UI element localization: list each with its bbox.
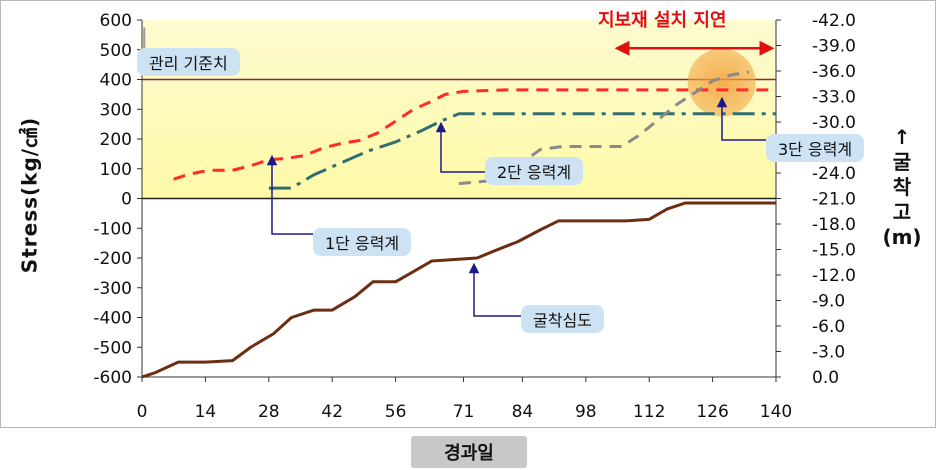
y-right-tick-label: -6.0 xyxy=(812,317,845,337)
callout-stage1: 1단 응력계 xyxy=(313,228,412,256)
y-left-tick-label: 300 xyxy=(100,100,132,120)
callout-stage2: 2단 응력계 xyxy=(485,157,584,185)
y-axis-right-label-arrow: ↑ xyxy=(893,125,911,149)
series-line-4 xyxy=(141,201,776,379)
callout-threshold: 관리 기준치 xyxy=(137,48,240,76)
y-axis-right-label-unit: (m) xyxy=(882,225,922,249)
y-right-tick-label: -15.0 xyxy=(812,241,856,261)
x-tick-label: 56 xyxy=(385,402,407,422)
y-axis-right-label-char3: 고 xyxy=(892,200,912,224)
y-left-tick-label: -500 xyxy=(93,338,132,358)
y-left-tick-label: 400 xyxy=(100,71,132,91)
y-right-tick-label: -36.0 xyxy=(812,62,856,82)
y-right-tick-label: -3.0 xyxy=(812,343,845,363)
x-tick-label: 112 xyxy=(633,402,665,422)
x-tick-label: 42 xyxy=(321,402,343,422)
y-right-tick-label: -9.0 xyxy=(812,292,845,312)
y-left-tick-label: -300 xyxy=(93,279,132,299)
y-right-tick-label: 0.0 xyxy=(812,368,839,388)
y-axis-right-label-char2: 착 xyxy=(892,175,912,199)
y-right-tick-label: -30.0 xyxy=(812,113,856,133)
x-tick-label: 84 xyxy=(512,402,534,422)
x-tick-label: 126 xyxy=(696,402,728,422)
y-left-tick-label: 0 xyxy=(121,190,132,210)
y-left-tick-label: -200 xyxy=(93,249,132,269)
y-right-tick-label: -21.0 xyxy=(812,190,856,210)
x-tick-label: 14 xyxy=(195,402,217,422)
y-right-tick-label: -12.0 xyxy=(812,266,856,286)
y-right-tick-label: -18.0 xyxy=(812,215,856,235)
pointer-stage1 xyxy=(266,154,313,235)
y-axis-left-label-text: Stress(kg/㎠) xyxy=(17,116,42,274)
y-right-tick-label: -33.0 xyxy=(812,88,856,108)
plot-bg-lower xyxy=(142,198,776,377)
x-tick-label: 28 xyxy=(258,402,280,422)
delay-highlight-circle xyxy=(687,48,756,117)
y-left-tick-label: -400 xyxy=(93,309,132,329)
y-left-tick-label: -600 xyxy=(93,368,132,388)
y-left-tick-label: 500 xyxy=(100,41,132,61)
pointer-stage2 xyxy=(435,121,485,173)
y-left-tick-label: 200 xyxy=(100,130,132,150)
y-axis-right-label-char1: 굴 xyxy=(892,150,912,174)
y-axis-left-label: Stress(kg/㎠) xyxy=(8,95,48,295)
x-tick-label: 0 xyxy=(137,402,148,422)
delay-annotation: 지보재 설치 지연 xyxy=(598,10,727,31)
x-tick-label: 71 xyxy=(453,402,475,422)
x-tick-label: 140 xyxy=(760,402,792,422)
y-left-tick-label: 100 xyxy=(100,160,132,180)
y-right-tick-label: -24.0 xyxy=(812,164,856,184)
pointer-depth xyxy=(468,262,521,317)
pointer-stage3 xyxy=(716,96,766,141)
y-left-tick-label: -100 xyxy=(93,219,132,239)
y-right-tick-label: -42.0 xyxy=(812,11,856,31)
x-tick-label: 98 xyxy=(575,402,597,422)
x-axis-label: 경과일 xyxy=(411,436,527,468)
y-left-tick-label: 600 xyxy=(100,11,132,31)
callout-stage3: 3단 응력계 xyxy=(766,134,865,162)
callout-depth: 굴착심도 xyxy=(521,305,604,333)
series-line-1 xyxy=(268,112,776,190)
y-right-tick-label: -39.0 xyxy=(812,37,856,57)
y-axis-right-label: ↑ 굴 착 고 (m) xyxy=(877,125,927,250)
series-line-2 xyxy=(173,88,776,181)
